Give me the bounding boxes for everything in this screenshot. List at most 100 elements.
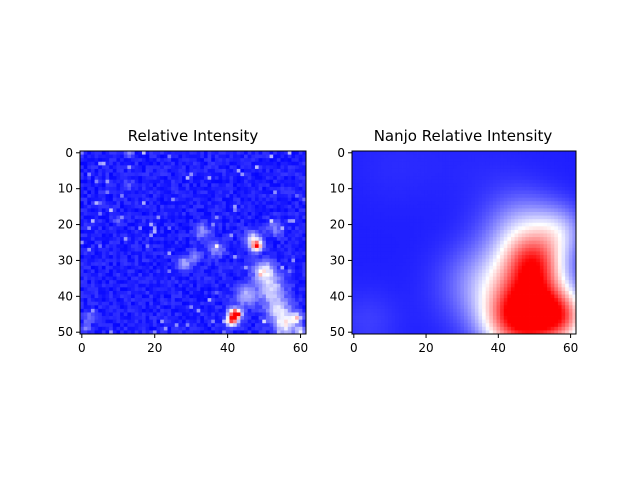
heatmap-cell (167, 186, 172, 191)
heatmap-cell (98, 294, 103, 299)
heatmap-cell (87, 301, 92, 306)
heatmap-cell (116, 151, 121, 155)
heatmap-cell (138, 226, 143, 231)
heatmap-cell (543, 212, 548, 216)
heatmap-cell (254, 165, 260, 170)
heatmap-cell (295, 283, 300, 288)
heatmap-cell (413, 233, 418, 238)
heatmap-cell (355, 237, 360, 242)
heatmap-cell (295, 276, 300, 281)
heatmap-cell (233, 151, 238, 155)
heatmap-cell (90, 208, 95, 213)
heatmap-cell (287, 255, 292, 260)
heatmap-cell (557, 229, 562, 234)
heatmap-cell (167, 298, 172, 303)
heatmap-cell (87, 179, 92, 184)
heatmap-cell (87, 251, 92, 256)
heatmap-cell (90, 168, 95, 173)
heatmap-cell (388, 186, 393, 191)
heatmap-cell (160, 197, 165, 202)
heatmap-cell (276, 233, 281, 238)
heatmap-cell (518, 208, 523, 213)
heatmap-cell (116, 312, 121, 317)
heatmap-cell (295, 294, 300, 299)
heatmap-cell (427, 201, 432, 206)
heatmap-cell (456, 208, 461, 213)
heatmap-cell (438, 215, 443, 220)
heatmap-cell (196, 316, 201, 321)
heatmap-cell (500, 244, 505, 249)
heatmap-cell (406, 244, 411, 249)
heatmap-cell (141, 305, 147, 310)
heatmap-cell (200, 208, 205, 213)
heatmap-cell (152, 186, 157, 191)
heatmap-cell (489, 240, 494, 245)
heatmap-cell (489, 179, 494, 184)
heatmap-cell (90, 273, 95, 277)
heatmap-cell (269, 179, 274, 184)
heatmap-cell (467, 208, 472, 213)
heatmap-cell (532, 197, 537, 202)
heatmap-cell (258, 273, 263, 277)
heatmap-cell (112, 165, 117, 170)
heatmap-cell (565, 194, 570, 199)
heatmap-cell (200, 168, 205, 173)
heatmap-cell (445, 179, 450, 184)
heatmap-cell (474, 158, 479, 163)
heatmap-cell (496, 233, 501, 238)
heatmap-cell (284, 165, 289, 170)
heatmap-cell (196, 168, 201, 173)
heatmap-cell (431, 204, 436, 209)
heatmap-cell (373, 255, 378, 260)
heatmap-cell (525, 161, 530, 166)
heatmap-cell (291, 229, 296, 234)
heatmap-cell (503, 179, 508, 184)
heatmap-cell (366, 158, 371, 163)
heatmap-cell (543, 204, 548, 209)
heatmap-cell (402, 226, 407, 231)
heatmap-cell (123, 233, 128, 238)
heatmap-cell (529, 168, 534, 173)
heatmap-cell (435, 215, 440, 220)
heatmap-cell (163, 222, 168, 227)
heatmap-cell (196, 294, 201, 299)
heatmap-cell (482, 215, 487, 220)
heatmap-cell (163, 276, 168, 281)
heatmap-cell (98, 201, 103, 206)
heatmap-cell (298, 301, 303, 306)
heatmap-cell (539, 201, 544, 206)
heatmap-cell (561, 229, 566, 234)
heatmap-cell (258, 197, 263, 202)
heatmap-cell (568, 176, 573, 181)
heatmap-cell (547, 183, 552, 188)
heatmap-cell (287, 222, 292, 227)
heatmap-cell (500, 190, 505, 195)
heatmap-cell (302, 251, 307, 256)
heatmap-cell (521, 201, 526, 206)
heatmap-cell (287, 305, 292, 310)
heatmap-cell (395, 233, 400, 238)
heatmap-cell (225, 287, 230, 292)
heatmap-cell (417, 172, 422, 177)
heatmap-cell (370, 208, 375, 213)
heatmap-cell (98, 226, 103, 231)
heatmap-cell (456, 172, 461, 177)
heatmap-cell (391, 201, 396, 206)
heatmap-cell (109, 262, 114, 267)
heatmap-cell (265, 330, 270, 335)
heatmap-cell (525, 165, 530, 170)
heatmap-cell (291, 316, 296, 321)
heatmap-cell (109, 294, 114, 299)
heatmap-cell (355, 197, 360, 202)
heatmap-cell (482, 247, 487, 252)
heatmap-cell (276, 287, 281, 292)
heatmap-cell (561, 251, 566, 256)
heatmap-cell (388, 226, 393, 231)
heatmap-cell (80, 258, 85, 263)
heatmap-cell (485, 161, 490, 166)
heatmap-cell (417, 212, 422, 216)
heatmap-cell (500, 229, 505, 234)
heatmap-cell (138, 233, 143, 238)
heatmap-cell (87, 312, 92, 317)
heatmap-cell (273, 208, 278, 213)
